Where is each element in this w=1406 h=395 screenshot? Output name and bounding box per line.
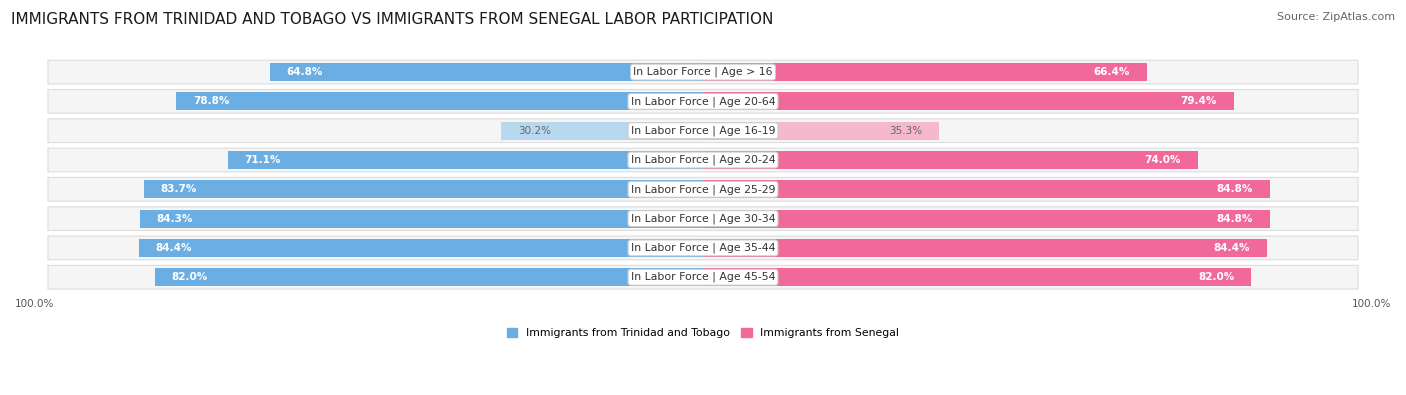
Text: 74.0%: 74.0% [1144,155,1181,165]
Bar [703,209,1270,228]
Bar [703,122,939,140]
FancyBboxPatch shape [48,207,1358,230]
Text: Source: ZipAtlas.com: Source: ZipAtlas.com [1277,12,1395,22]
Bar [155,268,703,286]
Text: 84.8%: 84.8% [1216,214,1253,224]
Text: 78.8%: 78.8% [193,96,229,106]
Text: 79.4%: 79.4% [1181,96,1218,106]
Text: In Labor Force | Age 20-64: In Labor Force | Age 20-64 [631,96,775,107]
Bar [139,239,703,257]
FancyBboxPatch shape [48,148,1358,172]
Bar [176,92,703,111]
Text: 82.0%: 82.0% [1198,272,1234,282]
Bar [228,151,703,169]
Text: In Labor Force | Age 35-44: In Labor Force | Age 35-44 [631,243,775,253]
Text: In Labor Force | Age 25-29: In Labor Force | Age 25-29 [631,184,775,195]
Text: 66.4%: 66.4% [1094,67,1130,77]
Bar [703,239,1267,257]
FancyBboxPatch shape [48,60,1358,84]
Text: 84.4%: 84.4% [1213,243,1250,253]
Bar [143,180,703,198]
Legend: Immigrants from Trinidad and Tobago, Immigrants from Senegal: Immigrants from Trinidad and Tobago, Imm… [502,324,904,342]
Text: 84.4%: 84.4% [156,243,193,253]
FancyBboxPatch shape [48,265,1358,289]
Bar [703,151,1198,169]
Text: 84.8%: 84.8% [1216,184,1253,194]
Text: 35.3%: 35.3% [889,126,922,136]
Text: In Labor Force | Age 16-19: In Labor Force | Age 16-19 [631,126,775,136]
Text: In Labor Force | Age 30-34: In Labor Force | Age 30-34 [631,213,775,224]
FancyBboxPatch shape [48,236,1358,260]
Text: 71.1%: 71.1% [245,155,281,165]
Text: In Labor Force | Age 45-54: In Labor Force | Age 45-54 [631,272,775,282]
Text: 82.0%: 82.0% [172,272,208,282]
Bar [501,122,703,140]
Text: 30.2%: 30.2% [517,126,551,136]
Text: In Labor Force | Age 20-24: In Labor Force | Age 20-24 [631,155,775,165]
Bar [139,209,703,228]
Bar [270,63,703,81]
Text: IMMIGRANTS FROM TRINIDAD AND TOBAGO VS IMMIGRANTS FROM SENEGAL LABOR PARTICIPATI: IMMIGRANTS FROM TRINIDAD AND TOBAGO VS I… [11,12,773,27]
Bar [703,268,1251,286]
Bar [703,180,1270,198]
Text: 84.3%: 84.3% [156,214,193,224]
Text: 83.7%: 83.7% [160,184,197,194]
Text: 64.8%: 64.8% [287,67,323,77]
FancyBboxPatch shape [48,119,1358,143]
FancyBboxPatch shape [48,177,1358,201]
Bar [703,63,1147,81]
Text: In Labor Force | Age > 16: In Labor Force | Age > 16 [633,67,773,77]
FancyBboxPatch shape [48,90,1358,113]
Bar [703,92,1233,111]
